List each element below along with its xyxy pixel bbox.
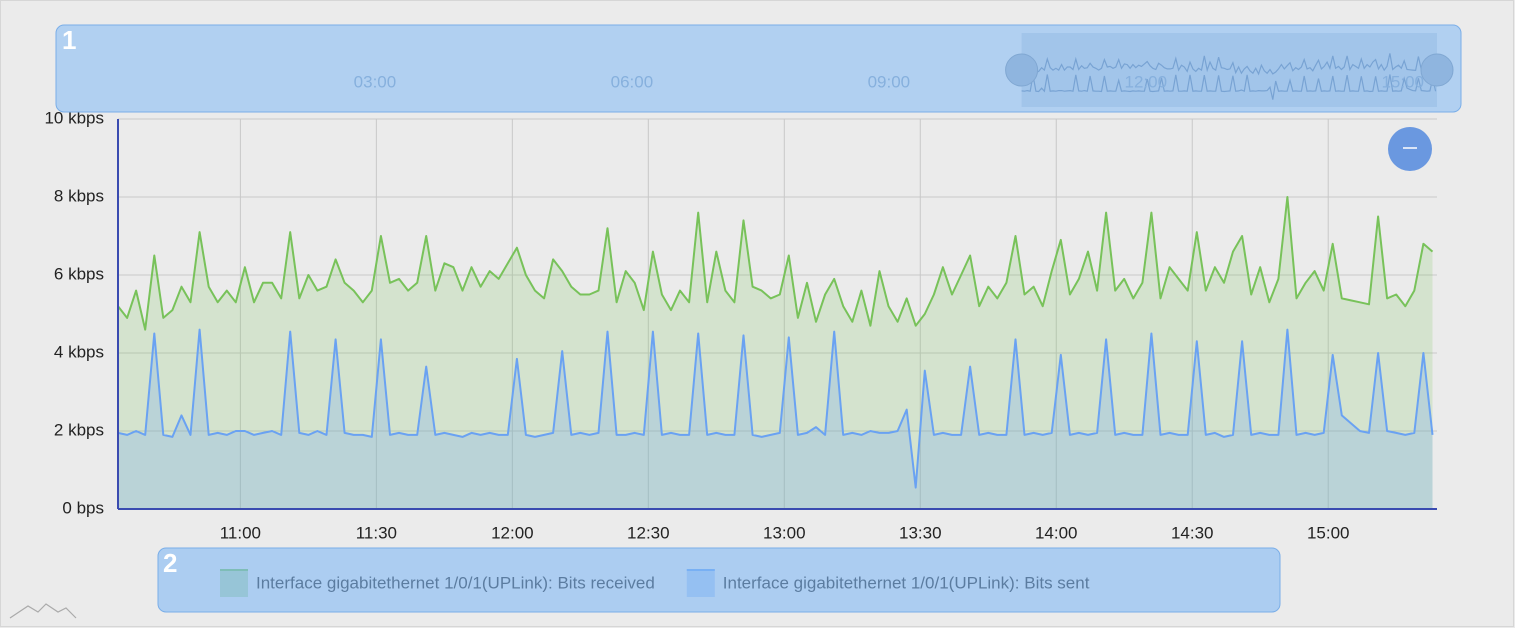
logo <box>9 603 77 619</box>
x-tick-label: 13:00 <box>763 523 806 542</box>
highlight-box <box>55 24 1462 113</box>
y-tick-label: 4 kbps <box>54 342 104 361</box>
series-line <box>117 196 1434 331</box>
annotation-label: 2 <box>163 548 177 578</box>
y-tick-label: 2 kbps <box>54 420 104 439</box>
annotation-label: 1 <box>62 25 76 55</box>
x-tick-label: 11:00 <box>220 523 261 542</box>
y-tick-label: 6 kbps <box>54 264 104 283</box>
x-tick-label: 11:30 <box>356 523 397 542</box>
y-tick-label: 0 bps <box>62 498 104 517</box>
x-tick-label: 13:30 <box>899 523 942 542</box>
x-tick-label: 12:00 <box>491 523 534 542</box>
area <box>118 197 1433 509</box>
y-tick-label: 10 kbps <box>44 108 104 127</box>
y-tick-label: 8 kbps <box>54 186 104 205</box>
zoom-out-button[interactable] <box>1388 127 1432 171</box>
overlays: 1 2 <box>9 24 1462 619</box>
x-tick-label: 14:30 <box>1171 523 1214 542</box>
x-tick-label: 14:00 <box>1035 523 1078 542</box>
area <box>118 329 1433 509</box>
x-tick-label: 12:30 <box>627 523 670 542</box>
highlight-box <box>157 547 1281 613</box>
x-tick-label: 15:00 <box>1307 523 1350 542</box>
series-line <box>117 328 1434 489</box>
